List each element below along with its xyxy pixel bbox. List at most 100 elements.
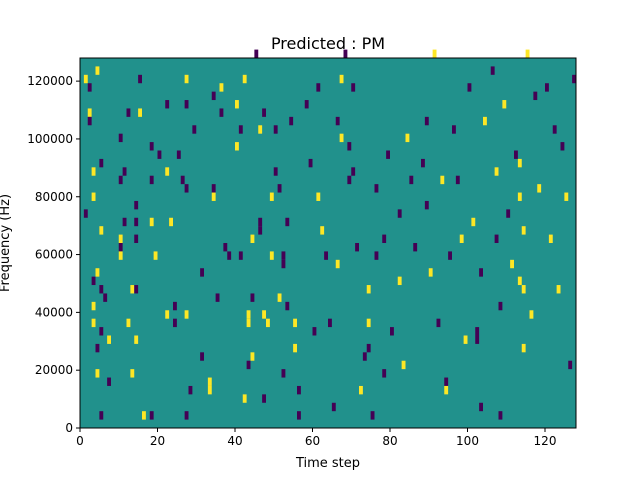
heatmap-cell-low: [134, 234, 139, 243]
heatmap-cell-low: [552, 125, 557, 134]
heatmap-cell-high: [118, 251, 123, 260]
heatmap-cell-low: [335, 116, 340, 126]
heatmap-cell-high: [165, 167, 170, 176]
heatmap-cell-high: [153, 251, 158, 260]
heatmap-cell-high: [463, 335, 468, 344]
heatmap-cell-high: [107, 335, 111, 344]
heatmap-cell-low: [308, 158, 313, 168]
heatmap-cell-low: [219, 108, 224, 117]
heatmap-cell-low: [277, 184, 282, 193]
y-axis-label: Frequency (Hz): [0, 194, 13, 292]
heatmap-cell-low: [281, 369, 286, 378]
heatmap-cell-low: [331, 402, 336, 412]
heatmap-cell-low: [134, 217, 139, 227]
heatmap-cell-low: [258, 226, 263, 235]
heatmap-cell-high: [130, 369, 135, 378]
heatmap-cell-low: [246, 360, 251, 370]
heatmap-cell-low: [118, 133, 123, 143]
heatmap-cell-low: [227, 251, 232, 260]
heatmap-cell-high: [440, 175, 445, 185]
chart-title: Predicted : PM: [271, 34, 385, 53]
heatmap-cell-low: [297, 411, 301, 420]
heatmap-cell-high: [517, 158, 522, 168]
heatmap-cell-low: [560, 142, 565, 151]
x-tick-label: 40: [227, 434, 242, 448]
x-axis: 0 20 40 60 80 100 120: [76, 428, 556, 448]
heatmap-cell-high: [134, 335, 139, 344]
x-tick-label: 100: [456, 434, 479, 448]
heatmap-cell-high: [99, 226, 104, 235]
heatmap-cell-low: [250, 293, 255, 302]
heatmap-cell-low: [262, 394, 266, 403]
heatmap-cell-low: [362, 352, 367, 361]
heatmap-cell-low: [165, 100, 170, 109]
heatmap-cell-high: [219, 83, 224, 92]
heatmap-cell-low: [424, 200, 429, 210]
heatmap-cell-low: [262, 108, 266, 117]
heatmap-cell-low: [134, 285, 139, 294]
heatmap-cell-high: [428, 268, 433, 277]
heatmap-cell-high: [502, 100, 507, 109]
heatmap-cell-low: [200, 268, 204, 277]
heatmap-cell-low: [448, 251, 452, 260]
x-tick-label: 80: [382, 434, 397, 448]
heatmap-cell-low: [138, 74, 142, 84]
heatmap-cell-high: [517, 192, 522, 201]
heatmap-cell-low: [312, 327, 317, 336]
heatmap-cell-high: [118, 234, 123, 243]
heatmap-cell-low: [281, 259, 286, 269]
y-axis: 0 20000 40000 60000 80000 100000 120000: [27, 74, 80, 435]
heatmap-cell-low: [91, 276, 96, 286]
heatmap-cell-low: [107, 377, 111, 386]
heatmap-cell-high: [293, 343, 297, 353]
heatmap-cell-low: [343, 49, 348, 58]
heatmap-cell-high: [320, 226, 325, 235]
heatmap-cell-low: [324, 251, 328, 260]
heatmap-cell-low: [370, 411, 375, 420]
heatmap-cell-high: [130, 285, 135, 294]
heatmap-cell-low: [366, 343, 371, 353]
x-tick-label: 0: [76, 434, 84, 448]
heatmap-cell-low: [328, 318, 332, 328]
heatmap-cell-low: [281, 251, 286, 260]
heatmap-cell-high: [459, 234, 464, 243]
heatmap-cell-high: [335, 259, 340, 269]
heatmap-cell-low: [424, 116, 429, 126]
heatmap-plot-area: [79, 49, 577, 429]
heatmap-cell-low: [134, 200, 139, 210]
heatmap-cell-low: [238, 251, 243, 260]
heatmap-cell-low: [397, 209, 402, 218]
heatmap-cell-low: [545, 83, 549, 92]
heatmap-cell-low: [382, 234, 387, 243]
heatmap-cell-high: [211, 192, 216, 201]
heatmap-cell-low: [386, 150, 390, 159]
heatmap-cell-high: [339, 133, 344, 143]
heatmap-cell-high: [95, 66, 100, 75]
heatmap-cell-low: [316, 83, 321, 92]
heatmap-cell-low: [475, 327, 480, 336]
heatmap-cell-high: [548, 234, 553, 243]
heatmap-cell-low: [149, 142, 154, 151]
heatmap-cell-low: [467, 83, 472, 92]
heatmap-cell-low: [176, 150, 181, 159]
heatmap-cell-high: [494, 167, 499, 176]
heatmap-cell-high: [316, 192, 321, 201]
heatmap-cell-high: [207, 385, 212, 395]
x-tick-label: 20: [150, 434, 165, 448]
heatmap-cell-low: [200, 352, 204, 361]
heatmap-cell-low: [192, 125, 197, 134]
heatmap-cell-low: [258, 217, 263, 227]
y-tick-label: 60000: [35, 248, 73, 262]
heatmap-cell-low: [99, 285, 104, 294]
heatmap-cell-high: [165, 310, 170, 319]
heatmap-cell-low: [87, 83, 92, 92]
heatmap-cell-low: [374, 184, 379, 193]
heatmap-cell-low: [87, 116, 92, 126]
heatmap-cell-low: [347, 142, 352, 151]
heatmap-cell-low: [498, 411, 503, 420]
heatmap-cell-low: [223, 243, 228, 252]
heatmap-cell-high: [250, 352, 255, 361]
x-axis-label: Time step: [295, 456, 360, 471]
heatmap-cell-low: [122, 167, 127, 176]
